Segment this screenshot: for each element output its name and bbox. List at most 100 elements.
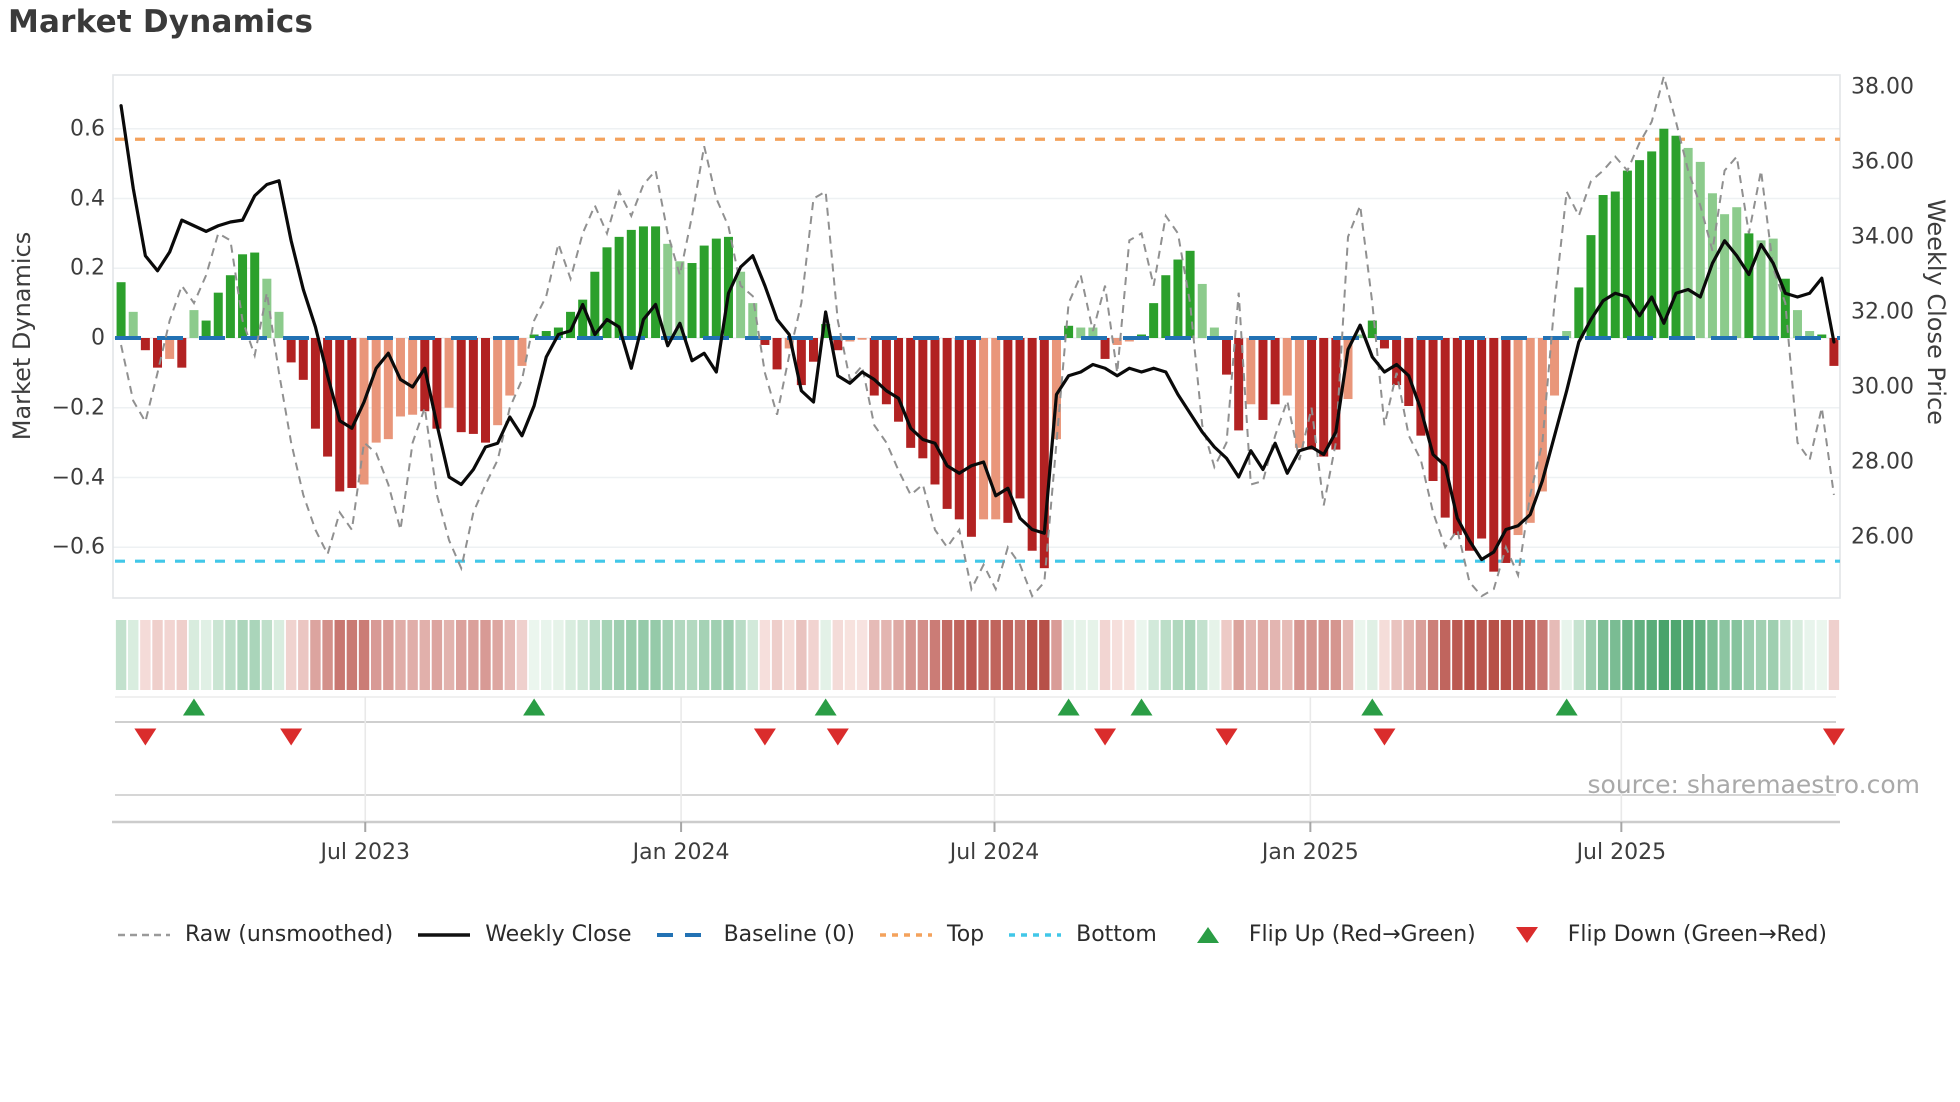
y-left-tick-label: −0.4 — [51, 465, 105, 490]
oscillator-bar — [1732, 207, 1742, 338]
heatmap-cell — [176, 620, 188, 690]
oscillator-bar — [748, 303, 758, 338]
oscillator-bar — [651, 226, 661, 338]
oscillator-bar — [1768, 238, 1778, 338]
legend-item-label: Flip Down (Green→Red) — [1567, 922, 1827, 947]
x-tick-label: Jan 2024 — [632, 840, 730, 865]
oscillator-bar — [1209, 327, 1219, 338]
oscillator-bar — [1015, 338, 1025, 499]
oscillator-bar — [359, 338, 369, 485]
left-axis-title: Market Dynamics — [8, 231, 36, 441]
oscillator-bar — [1149, 303, 1159, 338]
oscillator-bar — [505, 338, 515, 396]
heatmap-cell — [1415, 620, 1427, 690]
oscillator-bar — [1610, 191, 1620, 338]
oscillator-bar — [1307, 338, 1317, 450]
oscillator-bar — [1355, 334, 1365, 338]
oscillator-bar — [371, 338, 381, 443]
heatmap-cell — [1099, 620, 1111, 690]
legend-item: Flip Down (Green→Red) — [1499, 922, 1827, 947]
oscillator-bar — [1088, 327, 1098, 338]
oscillator-bar — [821, 324, 831, 338]
oscillator-bar — [1805, 331, 1815, 338]
oscillator-bar — [1100, 338, 1110, 359]
heatmap-cell — [1707, 620, 1718, 690]
heatmap-cell — [917, 620, 929, 690]
oscillator-bar — [1513, 338, 1523, 536]
oscillator-bar — [177, 338, 187, 368]
heatmap-cell — [1257, 620, 1269, 690]
oscillator-bar — [1550, 338, 1560, 396]
oscillator-bar — [493, 338, 503, 426]
oscillator-bar — [1343, 338, 1353, 400]
oscillator-bar — [1489, 338, 1499, 572]
heatmap-cell — [1646, 620, 1657, 690]
oscillator-bar — [1683, 147, 1693, 338]
flip-down-marker — [1094, 728, 1117, 746]
y-left-tick-label: 0.2 — [70, 255, 105, 281]
oscillator-bar — [553, 327, 563, 338]
heatmap-cell — [1682, 620, 1694, 690]
oscillator-bar — [869, 338, 879, 396]
heatmap-cell — [990, 620, 1001, 690]
oscillator-bar — [1622, 170, 1632, 338]
legend-swatch-tri-down — [1515, 926, 1538, 943]
heatmap-cell — [565, 620, 576, 690]
oscillator-bar — [1756, 240, 1766, 338]
flip-up-marker — [1130, 698, 1153, 716]
heatmap-cell — [1075, 620, 1086, 690]
heatmap-cell — [1318, 620, 1329, 690]
oscillator-bar — [614, 236, 624, 338]
legend-swatch-tri-up — [1196, 926, 1219, 943]
oscillator-bar — [1695, 161, 1705, 338]
heatmap-cell — [1780, 620, 1791, 690]
oscillator-bar — [274, 311, 284, 338]
heatmap-cell — [759, 620, 771, 690]
heatmap-cell — [869, 620, 880, 690]
oscillator-bar — [881, 338, 891, 405]
y-right-tick-label: 36.00 — [1851, 149, 1914, 175]
heatmap-cell — [431, 620, 443, 690]
heatmap-cell — [820, 620, 831, 690]
heatmap-cell — [1488, 620, 1499, 690]
heatmap-cell — [128, 620, 139, 690]
oscillator-bar — [262, 278, 272, 338]
heatmap-cell — [298, 620, 309, 690]
source-label: source: sharemaestro.com — [1587, 770, 1921, 799]
heatmap-cell — [1367, 620, 1378, 690]
oscillator-bar — [942, 338, 952, 509]
heatmap-cell — [674, 620, 686, 690]
oscillator-bar — [1525, 338, 1535, 523]
y-right-tick-label: 28.00 — [1851, 449, 1914, 475]
legend-item-label: Flip Up (Red→Green) — [1248, 922, 1476, 947]
legend-item: Baseline (0) — [655, 922, 855, 947]
oscillator-bar — [1416, 338, 1426, 436]
oscillator-bar — [1197, 283, 1207, 338]
legend-item: Weekly Close — [416, 922, 632, 947]
heatmap-cell — [577, 620, 588, 690]
legend-item: Top — [878, 922, 984, 947]
heatmap-cell — [1743, 620, 1755, 690]
oscillator-bar — [1586, 235, 1596, 338]
heatmap-cell — [1573, 620, 1585, 690]
oscillator-bar — [1185, 250, 1195, 338]
oscillator-bar — [638, 226, 648, 338]
heatmap-cell — [541, 620, 552, 690]
oscillator-bar — [444, 338, 454, 408]
heatmap-cell — [456, 620, 467, 690]
oscillator-bar — [1647, 151, 1657, 338]
oscillator-bar — [1039, 338, 1049, 569]
oscillator-bar — [1744, 233, 1754, 338]
heatmap-cell — [1597, 620, 1609, 690]
oscillator-bar — [1379, 338, 1389, 349]
oscillator-bar — [165, 338, 175, 359]
heatmap-cell — [1816, 620, 1827, 690]
oscillator-bar — [833, 338, 843, 351]
heatmap-cell — [225, 620, 236, 690]
oscillator-bar — [1562, 331, 1572, 338]
heatmap-cell — [1002, 620, 1014, 690]
heatmap-cell — [613, 620, 625, 690]
oscillator-bar — [675, 261, 685, 338]
heatmap-cell — [1039, 620, 1050, 690]
heatmap-cell — [249, 620, 260, 690]
